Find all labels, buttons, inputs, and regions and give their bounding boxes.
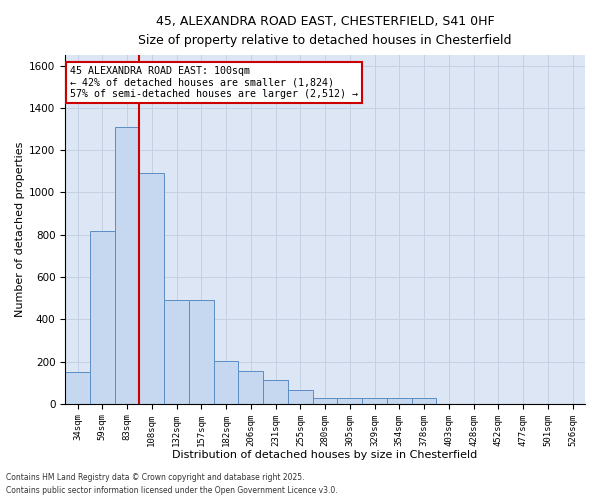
Y-axis label: Number of detached properties: Number of detached properties bbox=[15, 142, 25, 317]
X-axis label: Distribution of detached houses by size in Chesterfield: Distribution of detached houses by size … bbox=[172, 450, 478, 460]
Title: 45, ALEXANDRA ROAD EAST, CHESTERFIELD, S41 0HF
Size of property relative to deta: 45, ALEXANDRA ROAD EAST, CHESTERFIELD, S… bbox=[139, 15, 512, 47]
Bar bbox=[115, 127, 139, 404]
Text: 45 ALEXANDRA ROAD EAST: 100sqm
← 42% of detached houses are smaller (1,824)
57% : 45 ALEXANDRA ROAD EAST: 100sqm ← 42% of … bbox=[70, 66, 358, 99]
Bar bbox=[412, 398, 436, 404]
Bar bbox=[238, 371, 263, 404]
Bar bbox=[313, 398, 337, 404]
Bar bbox=[65, 372, 90, 404]
Bar bbox=[90, 230, 115, 404]
Bar bbox=[288, 390, 313, 404]
Bar bbox=[189, 300, 214, 404]
Text: Contains HM Land Registry data © Crown copyright and database right 2025.
Contai: Contains HM Land Registry data © Crown c… bbox=[6, 474, 338, 495]
Bar bbox=[263, 380, 288, 404]
Bar bbox=[387, 398, 412, 404]
Bar bbox=[337, 398, 362, 404]
Bar bbox=[362, 398, 387, 404]
Bar bbox=[139, 174, 164, 404]
Bar bbox=[214, 360, 238, 404]
Bar bbox=[164, 300, 189, 404]
